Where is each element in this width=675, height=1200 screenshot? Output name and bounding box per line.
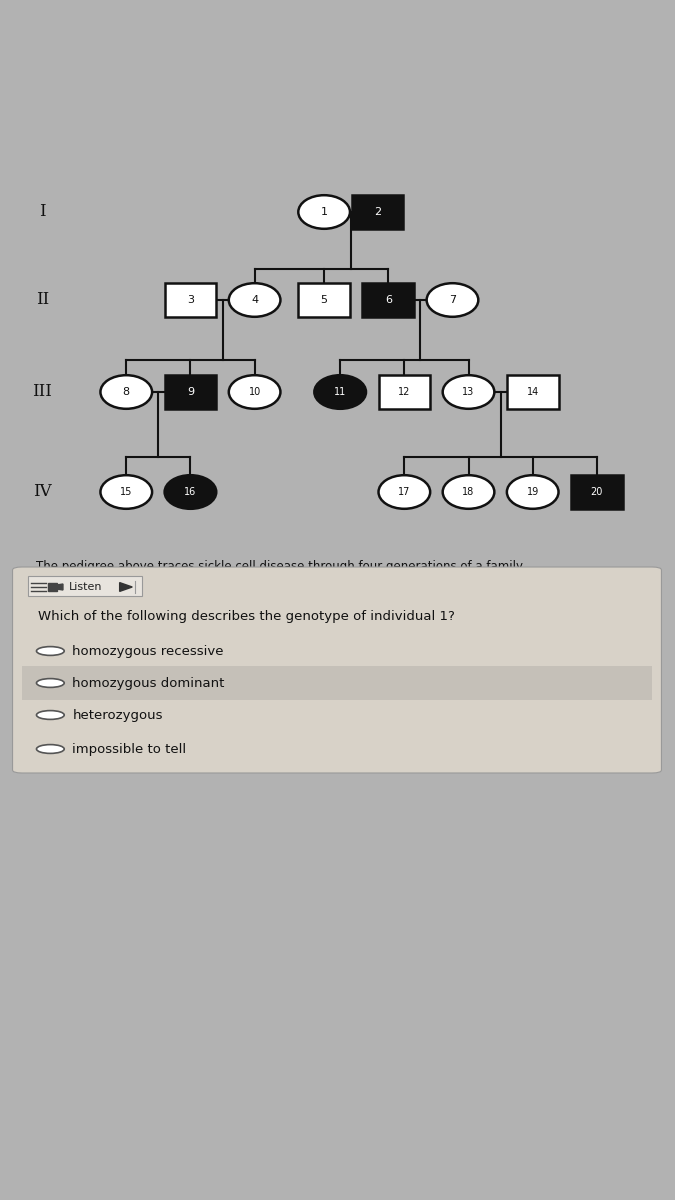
Text: 16: 16: [184, 487, 196, 497]
Text: Sickle cell disease is an: Sickle cell disease is an: [36, 595, 179, 608]
Bar: [379, 376, 430, 409]
Circle shape: [427, 283, 479, 317]
Text: 20: 20: [591, 487, 603, 497]
Text: IV: IV: [33, 484, 51, 500]
Circle shape: [36, 744, 64, 754]
Text: autosomal recessive: autosomal recessive: [156, 595, 292, 608]
Bar: [362, 283, 414, 317]
Text: I: I: [39, 204, 46, 221]
Bar: [165, 376, 216, 409]
Text: II: II: [36, 292, 49, 308]
Text: 19: 19: [526, 487, 539, 497]
Bar: [165, 283, 216, 317]
Text: in this pedigree.: in this pedigree.: [36, 632, 132, 646]
Text: trait. Note that: trait. Note that: [273, 595, 369, 608]
Bar: [352, 196, 404, 229]
Text: Listen: Listen: [70, 582, 103, 592]
Text: 8: 8: [123, 386, 130, 397]
Text: 18: 18: [462, 487, 475, 497]
Text: 9: 9: [187, 386, 194, 397]
Circle shape: [165, 475, 216, 509]
Text: heterozygous: heterozygous: [72, 708, 163, 721]
Text: homozygous recessive: homozygous recessive: [72, 644, 224, 658]
Text: carriers are not marked: carriers are not marked: [356, 595, 514, 608]
Text: III: III: [32, 384, 52, 401]
Text: 13: 13: [462, 386, 475, 397]
Circle shape: [36, 647, 64, 655]
Text: 14: 14: [526, 386, 539, 397]
Text: 5: 5: [321, 295, 327, 305]
Text: 15: 15: [120, 487, 132, 497]
Polygon shape: [119, 583, 132, 592]
Text: 1: 1: [321, 206, 327, 217]
Bar: [22, 666, 652, 700]
Text: Which of the following describes the genotype of individual 1?: Which of the following describes the gen…: [38, 610, 455, 623]
Text: 4: 4: [251, 295, 258, 305]
Bar: [571, 475, 623, 509]
Bar: [507, 376, 558, 409]
Text: 2: 2: [374, 206, 381, 217]
Text: 10: 10: [248, 386, 261, 397]
Circle shape: [229, 376, 280, 409]
Text: impossible to tell: impossible to tell: [72, 743, 186, 756]
Circle shape: [298, 196, 350, 229]
FancyBboxPatch shape: [13, 568, 662, 773]
Text: 6: 6: [385, 295, 391, 305]
Bar: [298, 283, 350, 317]
Circle shape: [101, 475, 152, 509]
Circle shape: [507, 475, 558, 509]
Text: homozygous dominant: homozygous dominant: [72, 677, 225, 690]
Text: The pedigree above traces sickle cell disease through four generations of a fami: The pedigree above traces sickle cell di…: [36, 560, 525, 572]
Text: 3: 3: [187, 295, 194, 305]
Circle shape: [36, 710, 64, 719]
Text: 17: 17: [398, 487, 410, 497]
Polygon shape: [57, 584, 63, 590]
FancyBboxPatch shape: [28, 576, 142, 596]
Text: 7: 7: [449, 295, 456, 305]
Circle shape: [101, 376, 152, 409]
Circle shape: [379, 475, 430, 509]
Circle shape: [443, 376, 494, 409]
Circle shape: [36, 679, 64, 688]
Polygon shape: [49, 583, 57, 592]
Text: 11: 11: [334, 386, 346, 397]
Circle shape: [443, 475, 494, 509]
Text: 12: 12: [398, 386, 410, 397]
Circle shape: [315, 376, 366, 409]
Circle shape: [229, 283, 280, 317]
